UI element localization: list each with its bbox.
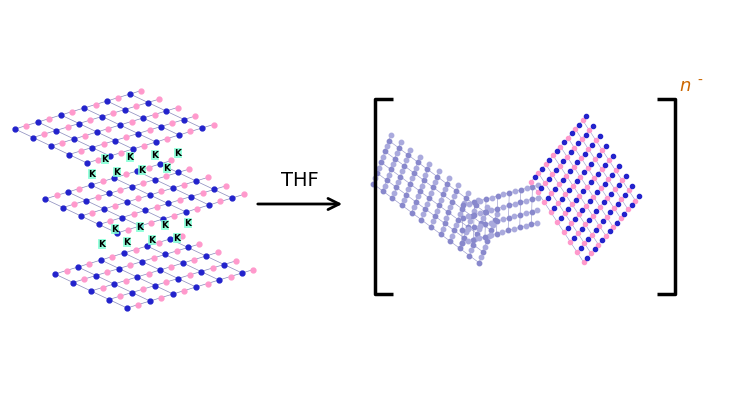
Text: n: n	[679, 77, 690, 95]
Text: K: K	[149, 236, 155, 245]
Text: K: K	[175, 149, 181, 158]
Text: K: K	[89, 170, 95, 179]
Text: K: K	[98, 240, 106, 249]
Text: K: K	[127, 153, 133, 162]
Text: K: K	[173, 234, 181, 243]
Text: K: K	[112, 225, 118, 234]
Text: K: K	[101, 155, 109, 164]
Text: K: K	[138, 166, 146, 175]
Text: K: K	[124, 238, 130, 247]
Text: K: K	[184, 219, 192, 228]
Text: THF: THF	[281, 171, 319, 189]
Text: K: K	[161, 221, 169, 230]
Text: -: -	[697, 74, 702, 88]
Text: K: K	[136, 223, 144, 232]
Text: K: K	[164, 164, 170, 173]
Text: K: K	[113, 168, 121, 177]
Text: K: K	[152, 151, 158, 160]
